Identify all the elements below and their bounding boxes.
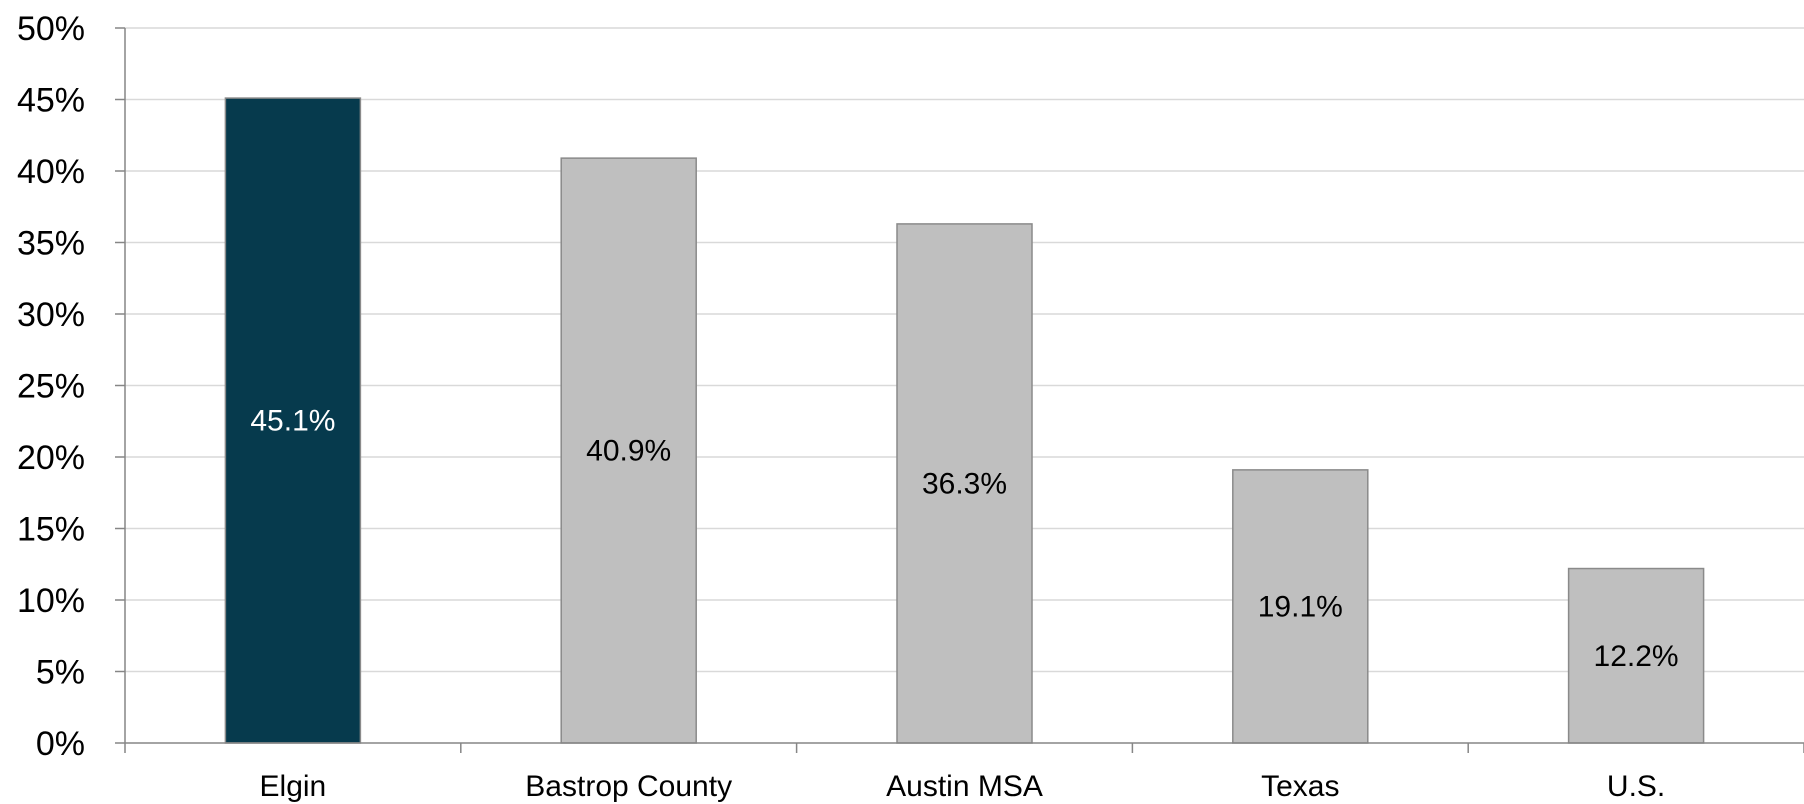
y-tick-label: 45%	[17, 82, 85, 120]
labels: 0% 5% 10% 15% 20% 25% 30% 35% 40% 45% 50% 45.1% Elgi…	[17, 10, 1679, 803]
y-tick-label: 50%	[17, 10, 85, 48]
y-tick-label: 20%	[17, 439, 85, 477]
x-category-label: Bastrop County	[525, 770, 732, 803]
y-tick-label: 30%	[17, 296, 85, 334]
y-tick-label: 10%	[17, 582, 85, 620]
y-tick-label: 15%	[17, 511, 85, 549]
x-category-label: U.S.	[1607, 770, 1665, 803]
data-label: 36.3%	[922, 467, 1007, 500]
y-tick-label: 25%	[17, 368, 85, 406]
bars	[224, 97, 1705, 744]
y-tick-label: 40%	[17, 153, 85, 191]
bar-bastrop-county	[560, 157, 697, 744]
axes	[115, 27, 1804, 753]
y-tick-label: 0%	[36, 725, 85, 763]
bar-u-s	[1567, 567, 1705, 744]
data-label: 40.9%	[586, 435, 671, 468]
x-category-label: Elgin	[260, 770, 327, 803]
data-label: 19.1%	[1258, 590, 1343, 623]
data-label: 45.1%	[250, 405, 335, 438]
bar-texas	[1232, 469, 1369, 744]
y-tick-label: 35%	[17, 225, 85, 263]
x-category-label: Texas	[1261, 770, 1339, 803]
x-category-label: Austin MSA	[886, 770, 1043, 803]
y-tick-label: 5%	[36, 654, 85, 692]
bar-elgin	[224, 97, 362, 744]
data-label: 12.2%	[1594, 640, 1679, 673]
